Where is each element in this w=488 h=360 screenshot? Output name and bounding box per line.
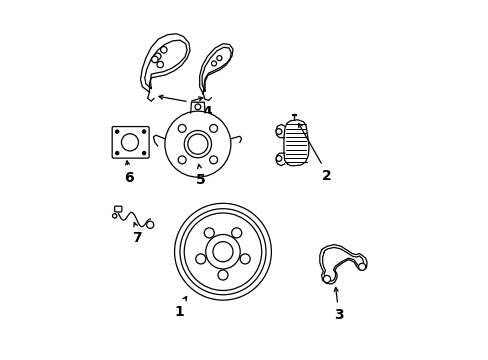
Circle shape <box>151 56 158 63</box>
Circle shape <box>204 228 214 238</box>
Circle shape <box>276 129 281 134</box>
Circle shape <box>184 213 261 291</box>
Circle shape <box>146 221 153 228</box>
Circle shape <box>180 209 265 295</box>
Text: 5: 5 <box>195 173 205 187</box>
Circle shape <box>187 134 207 154</box>
Circle shape <box>142 130 145 134</box>
FancyBboxPatch shape <box>115 206 122 212</box>
Circle shape <box>178 156 186 164</box>
Circle shape <box>164 111 230 177</box>
Circle shape <box>112 214 117 218</box>
Circle shape <box>217 55 222 60</box>
Circle shape <box>218 270 227 280</box>
Circle shape <box>142 151 145 155</box>
Circle shape <box>231 228 241 238</box>
Circle shape <box>195 254 205 264</box>
Text: 3: 3 <box>333 309 343 323</box>
Circle shape <box>115 151 119 155</box>
Text: 6: 6 <box>123 171 133 185</box>
Circle shape <box>178 125 186 132</box>
Circle shape <box>174 203 271 300</box>
Circle shape <box>157 61 163 68</box>
Circle shape <box>184 131 211 158</box>
Text: 7: 7 <box>132 231 142 245</box>
Ellipse shape <box>121 134 138 151</box>
Circle shape <box>205 234 240 269</box>
Circle shape <box>212 242 233 262</box>
Text: 4: 4 <box>202 105 211 120</box>
Circle shape <box>209 156 217 164</box>
Circle shape <box>323 275 330 283</box>
Text: 1: 1 <box>174 305 183 319</box>
Circle shape <box>115 130 119 134</box>
Circle shape <box>154 53 161 59</box>
Circle shape <box>195 104 201 110</box>
FancyBboxPatch shape <box>112 127 149 158</box>
Circle shape <box>209 125 217 132</box>
Circle shape <box>276 156 281 161</box>
Circle shape <box>211 61 216 66</box>
Circle shape <box>240 254 250 264</box>
Circle shape <box>358 263 365 270</box>
Circle shape <box>160 46 167 53</box>
Text: 2: 2 <box>322 169 331 183</box>
